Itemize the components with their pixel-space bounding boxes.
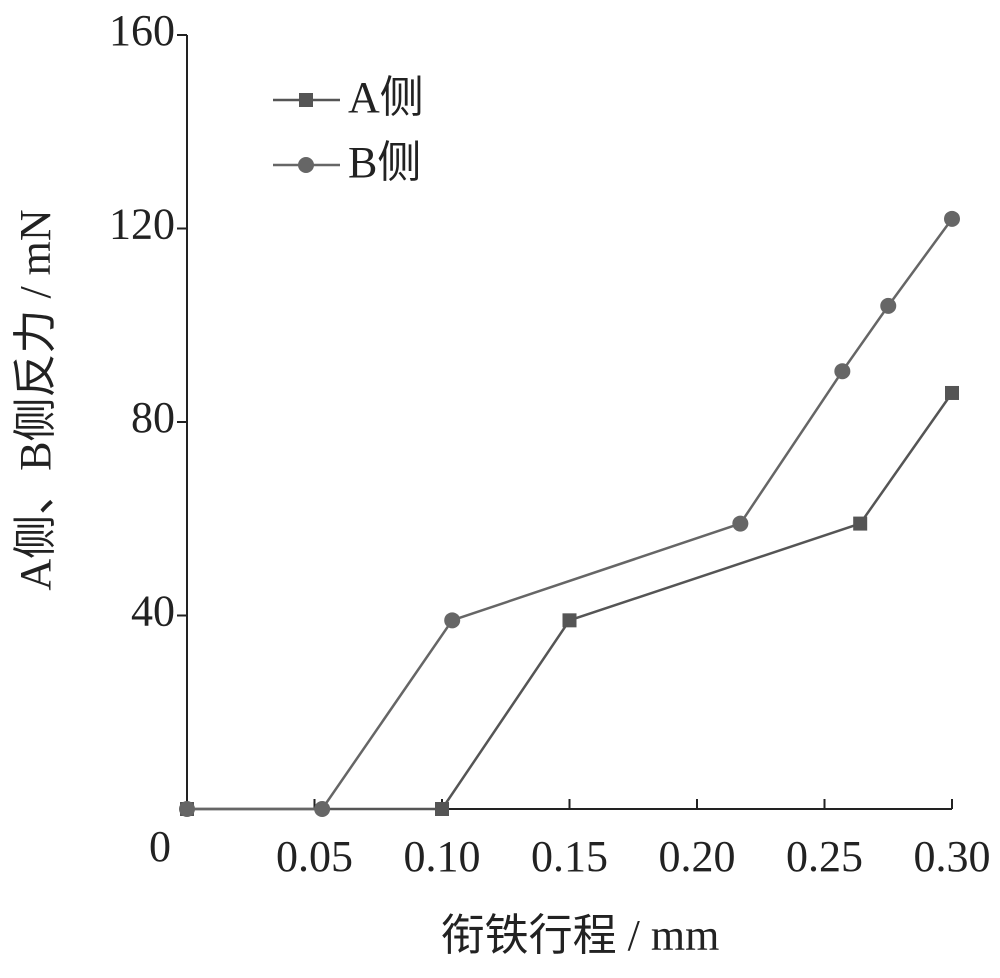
y-axis-label: A侧、B侧反力 / mN	[11, 209, 60, 590]
data-point	[562, 613, 577, 628]
data-point	[435, 802, 449, 816]
data-point	[179, 801, 195, 817]
legend-label: B侧	[348, 138, 421, 187]
x-tick-label: 0.05	[276, 832, 353, 881]
x-tick-label: 0.25	[786, 832, 863, 881]
data-point	[834, 363, 851, 380]
x-tick-label: 0.30	[914, 832, 991, 881]
y-tick-label: 40	[131, 587, 175, 636]
y-tick-label: 120	[109, 200, 175, 249]
legend-label: A侧	[348, 73, 424, 122]
y-tick-label: 80	[131, 393, 175, 442]
data-point	[444, 612, 461, 629]
x-axis-label: 衔铁行程 / mm	[441, 911, 720, 960]
data-point	[853, 516, 868, 531]
x-tick-label: 0.10	[404, 832, 481, 881]
data-point	[732, 515, 749, 532]
x-tick-label: 0.15	[531, 832, 608, 881]
data-point	[945, 385, 959, 400]
legend-marker	[299, 93, 313, 107]
series-line	[187, 218, 954, 811]
legend-marker	[298, 157, 314, 173]
data-point	[880, 297, 897, 314]
y-tick-label: 0	[149, 822, 171, 871]
data-point	[944, 210, 960, 227]
data-point	[314, 801, 331, 817]
y-tick-label: 160	[109, 6, 175, 55]
series-line	[187, 392, 954, 811]
x-tick-label: 0.20	[659, 832, 736, 881]
